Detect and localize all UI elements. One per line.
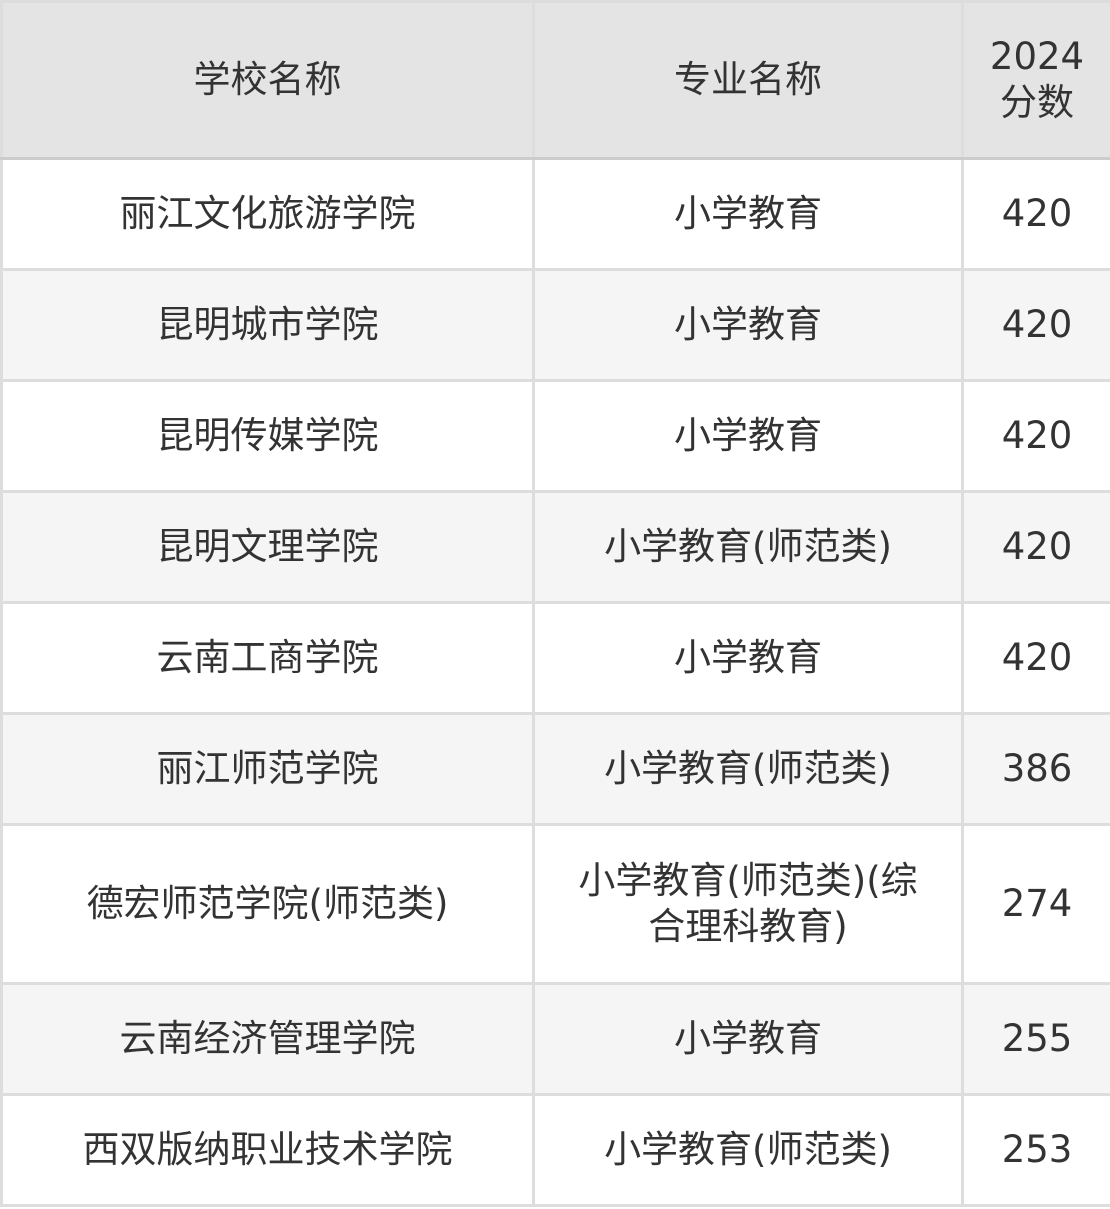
header-row: 学校名称 专业名称 2024分数 bbox=[0, 0, 1110, 160]
score-cell: 255 bbox=[961, 982, 1110, 1096]
school-cell: 德宏师范学院(师范类) bbox=[0, 823, 535, 985]
major-cell: 小学教育 bbox=[532, 268, 964, 382]
major-cell: 小学教育 bbox=[532, 157, 964, 271]
score-cell: 386 bbox=[961, 712, 1110, 826]
school-cell: 云南经济管理学院 bbox=[0, 982, 535, 1096]
header-school: 学校名称 bbox=[0, 0, 535, 160]
table-row: 云南工商学院 小学教育 420 bbox=[0, 601, 1110, 715]
score-cell: 253 bbox=[961, 1093, 1110, 1207]
header-major: 专业名称 bbox=[532, 0, 964, 160]
score-cell: 420 bbox=[961, 490, 1110, 604]
major-cell: 小学教育 bbox=[532, 379, 964, 493]
score-cell: 420 bbox=[961, 601, 1110, 715]
table-row: 丽江师范学院 小学教育(师范类) 386 bbox=[0, 712, 1110, 826]
school-cell: 昆明传媒学院 bbox=[0, 379, 535, 493]
major-cell: 小学教育(师范类) bbox=[532, 712, 964, 826]
school-cell: 西双版纳职业技术学院 bbox=[0, 1093, 535, 1207]
major-cell: 小学教育(师范类)(综合理科教育) bbox=[532, 823, 964, 985]
table-row: 昆明城市学院 小学教育 420 bbox=[0, 268, 1110, 382]
score-cell: 274 bbox=[961, 823, 1110, 985]
score-cell: 420 bbox=[961, 379, 1110, 493]
table-row: 丽江文化旅游学院 小学教育 420 bbox=[0, 157, 1110, 271]
score-cell: 420 bbox=[961, 157, 1110, 271]
header-score: 2024分数 bbox=[961, 0, 1110, 160]
school-cell: 云南工商学院 bbox=[0, 601, 535, 715]
table-row: 昆明文理学院 小学教育(师范类) 420 bbox=[0, 490, 1110, 604]
school-cell: 昆明城市学院 bbox=[0, 268, 535, 382]
major-cell: 小学教育(师范类) bbox=[532, 490, 964, 604]
table-row: 德宏师范学院(师范类) 小学教育(师范类)(综合理科教育) 274 bbox=[0, 823, 1110, 985]
table-row: 云南经济管理学院 小学教育 255 bbox=[0, 982, 1110, 1096]
table-row: 西双版纳职业技术学院 小学教育(师范类) 253 bbox=[0, 1093, 1110, 1207]
major-cell: 小学教育 bbox=[532, 601, 964, 715]
major-cell: 小学教育 bbox=[532, 982, 964, 1096]
school-cell: 丽江师范学院 bbox=[0, 712, 535, 826]
major-cell: 小学教育(师范类) bbox=[532, 1093, 964, 1207]
score-cell: 420 bbox=[961, 268, 1110, 382]
school-cell: 昆明文理学院 bbox=[0, 490, 535, 604]
table-row: 昆明传媒学院 小学教育 420 bbox=[0, 379, 1110, 493]
school-cell: 丽江文化旅游学院 bbox=[0, 157, 535, 271]
